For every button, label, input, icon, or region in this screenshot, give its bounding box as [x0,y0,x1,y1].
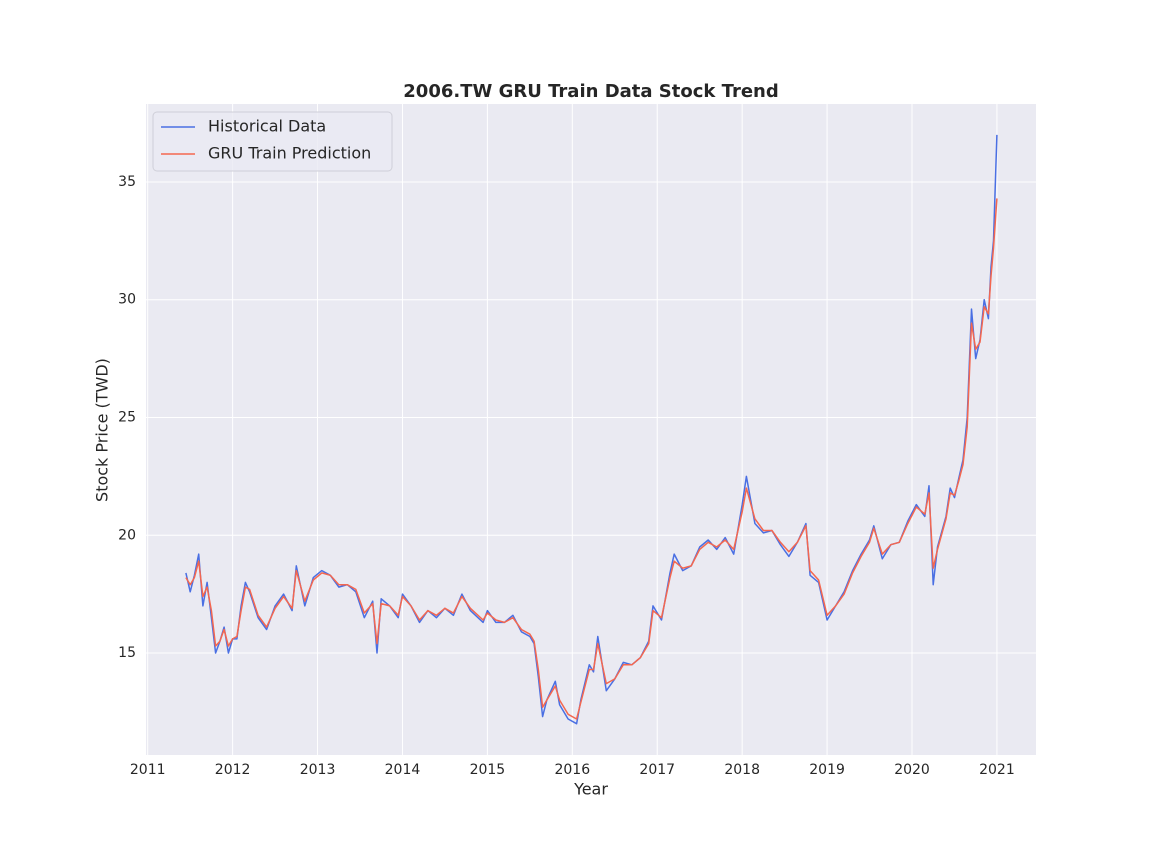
x-axis-label: Year [573,780,608,799]
x-tick-label: 2011 [130,762,166,778]
legend-box [152,111,393,172]
x-tick-label: 2017 [639,762,675,778]
legend-label: Historical Data [208,117,326,136]
x-tick-label: 2020 [894,762,930,778]
y-tick-label: 20 [118,527,136,543]
chart-title: 2006.TW GRU Train Data Stock Trend [403,81,778,102]
legend: Historical Data GRU Train Prediction [152,111,393,172]
y-tick-label: 25 [118,409,136,425]
line-series [185,198,998,720]
x-tick-label: 2016 [554,762,590,778]
x-tick-label: 2012 [215,762,251,778]
x-tick-label: 2019 [809,762,845,778]
y-tick-label: 15 [118,645,136,661]
legend-label: GRU Train Prediction [208,144,371,163]
y-axis-label: Stock Price (TWD) [93,358,112,502]
x-tick-label: 2013 [300,762,336,778]
plot-area [146,104,1036,755]
y-tick-label: 35 [118,174,136,190]
x-tick-label: 2018 [724,762,760,778]
x-tick-label: 2014 [385,762,421,778]
x-tick-label: 2021 [979,762,1015,778]
x-tick-label: 2015 [470,762,506,778]
y-tick-label: 30 [118,292,136,308]
